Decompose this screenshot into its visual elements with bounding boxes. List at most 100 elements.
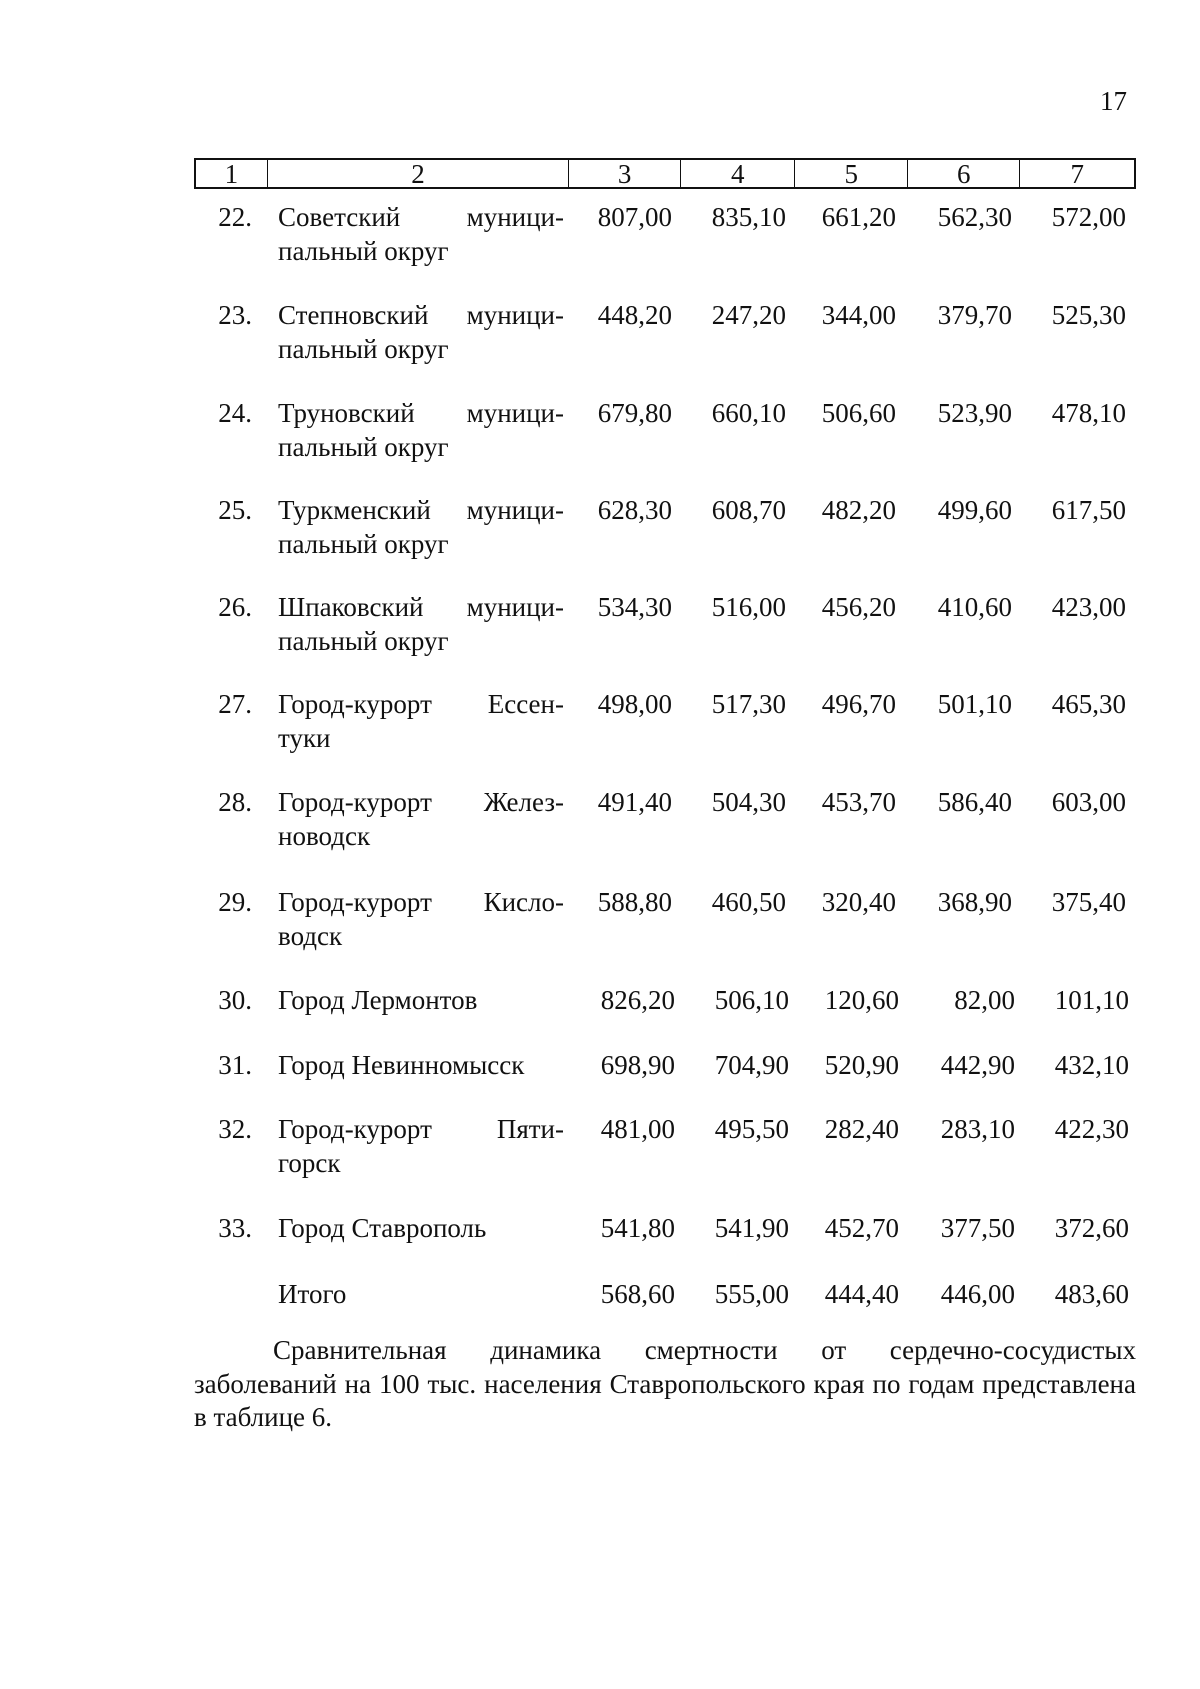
row-value-col7: 375,40 xyxy=(1051,887,1126,917)
body-paragraph: Сравнительная динамика смертности от сер… xyxy=(194,1335,1136,1432)
row-number: 27. xyxy=(218,689,252,719)
row-value-col3: 826,20 xyxy=(600,985,675,1015)
row-number: 23. xyxy=(218,300,252,330)
row-value-col4: 460,50 xyxy=(711,887,786,917)
row-name: Шпаковский муници-пальный округ xyxy=(278,590,564,658)
header-cell: 5 xyxy=(794,160,907,189)
row-value-col5: 520,90 xyxy=(824,1050,899,1080)
row-value-col4: 504,30 xyxy=(711,787,786,817)
header-cell: 1 xyxy=(224,159,239,189)
row-value-col3: 588,80 xyxy=(597,887,672,917)
row-value-col4: 247,20 xyxy=(711,300,786,330)
row-name: Город Лермонтов xyxy=(278,983,564,1017)
row-name: Труновский муници-пальный округ xyxy=(278,396,564,464)
row-value-col7: 372,60 xyxy=(1054,1213,1129,1243)
row-value-col3: 698,90 xyxy=(600,1050,675,1080)
row-name: Город-курорт Желез-новодск xyxy=(278,785,564,853)
row-number: 25. xyxy=(218,495,252,525)
header-cell: 7 xyxy=(1019,160,1134,189)
row-name: Город Невинномысск xyxy=(278,1048,564,1082)
row-value-col4: 517,30 xyxy=(711,689,786,719)
row-number: 22. xyxy=(218,202,252,232)
row-value-col5: 282,40 xyxy=(824,1114,899,1144)
row-name-line: Город-курорт Желез- xyxy=(278,787,564,817)
row-value-col6: 377,50 xyxy=(940,1213,1015,1243)
row-name-line: пальный округ xyxy=(278,334,449,364)
row-value-col5: 344,00 xyxy=(821,300,896,330)
row-value-col7: 101,10 xyxy=(1054,985,1129,1015)
row-value-col7: 432,10 xyxy=(1054,1050,1129,1080)
row-name: Советский муници-пальный округ xyxy=(278,200,564,268)
row-value-col4: 835,10 xyxy=(711,202,786,232)
row-value-col6: 368,90 xyxy=(937,887,1012,917)
row-name-line: пальный округ xyxy=(278,432,449,462)
row-value-col7: 478,10 xyxy=(1051,398,1126,428)
row-value-col6: 82,00 xyxy=(954,985,1015,1015)
row-value-col5: 120,60 xyxy=(824,985,899,1015)
row-name-line: горск xyxy=(278,1148,341,1178)
row-name-line: Город Ставрополь xyxy=(278,1213,487,1243)
row-value-col7: 422,30 xyxy=(1054,1114,1129,1144)
row-value-col5: 496,70 xyxy=(821,689,896,719)
row-name-line: Степновский муници- xyxy=(278,300,564,330)
row-value-col7: 465,30 xyxy=(1051,689,1126,719)
row-value-col6: 442,90 xyxy=(940,1050,1015,1080)
row-value-col3: 628,30 xyxy=(597,495,672,525)
row-value-col3: 491,40 xyxy=(597,787,672,817)
row-name: Итого xyxy=(278,1277,564,1311)
header-cell: 4 xyxy=(679,160,795,189)
table-header: 1 2 3 4 5 6 7 xyxy=(194,158,1136,189)
header-cell: 2 xyxy=(266,160,569,189)
row-value-col6: 446,00 xyxy=(940,1279,1015,1309)
row-number: 33. xyxy=(218,1213,252,1243)
row-value-col3: 448,20 xyxy=(597,300,672,330)
row-name: Город-курорт Пяти-горск xyxy=(278,1112,564,1180)
header-cell: 3 xyxy=(568,160,680,189)
row-value-col3: 807,00 xyxy=(597,202,672,232)
row-value-col7: 525,30 xyxy=(1051,300,1126,330)
header-cell: 6 xyxy=(906,160,1020,189)
row-value-col7: 483,60 xyxy=(1054,1279,1129,1309)
row-value-col5: 453,70 xyxy=(821,787,896,817)
row-name-line: Итого xyxy=(278,1279,347,1309)
row-name-line: пальный округ xyxy=(278,529,449,559)
row-name-line: Советский муници- xyxy=(278,202,564,232)
row-name: Город-курорт Ессен-туки xyxy=(278,687,564,755)
row-value-col5: 482,20 xyxy=(821,495,896,525)
row-value-col5: 456,20 xyxy=(821,592,896,622)
row-name: Степновский муници-пальный округ xyxy=(278,298,564,366)
row-name-line: Город-курорт Пяти- xyxy=(278,1114,564,1144)
row-name: Город-курорт Кисло-водск xyxy=(278,885,564,953)
row-name-line: Туркменский муници- xyxy=(278,495,564,525)
row-name-line: новодск xyxy=(278,821,371,851)
row-value-col3: 541,80 xyxy=(600,1213,675,1243)
row-value-col6: 501,10 xyxy=(937,689,1012,719)
row-value-col4: 608,70 xyxy=(711,495,786,525)
row-number: 32. xyxy=(218,1114,252,1144)
row-value-col3: 679,80 xyxy=(597,398,672,428)
row-value-col3: 498,00 xyxy=(597,689,672,719)
row-name-line: пальный округ xyxy=(278,236,449,266)
row-value-col6: 562,30 xyxy=(937,202,1012,232)
row-value-col7: 603,00 xyxy=(1051,787,1126,817)
row-value-col6: 410,60 xyxy=(937,592,1012,622)
row-number: 26. xyxy=(218,592,252,622)
row-value-col5: 506,60 xyxy=(821,398,896,428)
row-value-col4: 555,00 xyxy=(714,1279,789,1309)
row-value-col4: 495,50 xyxy=(714,1114,789,1144)
row-name-line: Шпаковский муници- xyxy=(278,592,564,622)
row-value-col4: 704,90 xyxy=(714,1050,789,1080)
row-value-col5: 452,70 xyxy=(824,1213,899,1243)
row-value-col5: 320,40 xyxy=(821,887,896,917)
row-value-col3: 568,60 xyxy=(600,1279,675,1309)
row-number: 30. xyxy=(218,985,252,1015)
row-name-line: водск xyxy=(278,921,343,951)
row-value-col7: 423,00 xyxy=(1051,592,1126,622)
row-number: 28. xyxy=(218,787,252,817)
row-name: Город Ставрополь xyxy=(278,1211,564,1245)
row-name-line: Город Невинномысск xyxy=(278,1050,525,1080)
row-value-col4: 541,90 xyxy=(714,1213,789,1243)
row-number: 31. xyxy=(218,1050,252,1080)
row-name: Туркменский муници-пальный округ xyxy=(278,493,564,561)
row-value-col4: 516,00 xyxy=(711,592,786,622)
